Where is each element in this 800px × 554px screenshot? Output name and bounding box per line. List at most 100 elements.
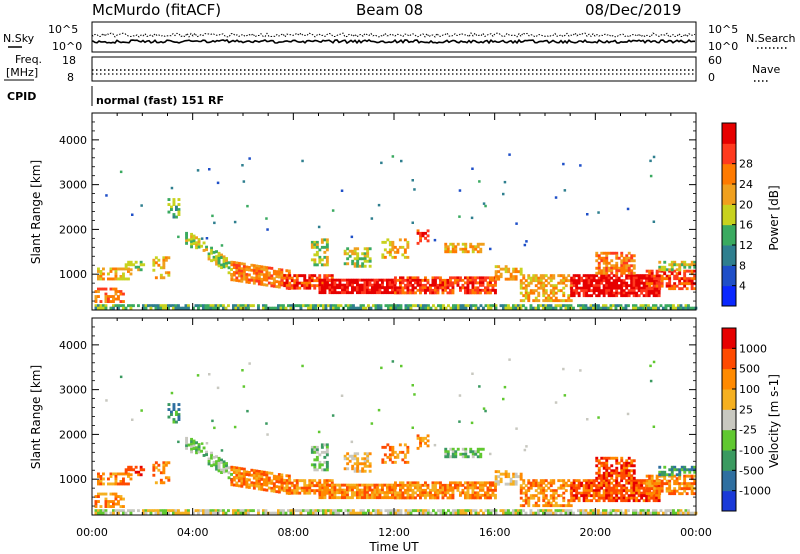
range-cell bbox=[564, 509, 568, 513]
range-cell bbox=[491, 488, 495, 492]
range-cell bbox=[446, 286, 450, 290]
range-cell bbox=[270, 266, 274, 270]
colorbar-swatch bbox=[722, 409, 736, 431]
range-cell bbox=[476, 450, 480, 454]
range-cell bbox=[519, 279, 523, 283]
range-cell bbox=[322, 306, 325, 310]
range-cell bbox=[356, 486, 359, 490]
range-cell bbox=[346, 252, 350, 256]
range-cell bbox=[685, 482, 689, 486]
range-cell bbox=[469, 242, 473, 246]
range-cell bbox=[534, 484, 538, 488]
range-cell bbox=[267, 274, 271, 277]
range-cell bbox=[245, 280, 249, 284]
range-cell bbox=[617, 489, 621, 493]
range-cell bbox=[504, 472, 508, 476]
range-cell bbox=[575, 289, 579, 293]
range-cell bbox=[328, 286, 332, 290]
colorbar-tick-label: 16 bbox=[739, 219, 753, 232]
range-cell bbox=[260, 277, 264, 281]
range-cell bbox=[449, 481, 452, 485]
colorbar-swatch bbox=[722, 123, 736, 144]
freq-panel-frame bbox=[91, 56, 697, 82]
range-cell bbox=[434, 511, 438, 515]
range-cell bbox=[557, 274, 561, 278]
range-cell bbox=[640, 289, 644, 293]
range-cell bbox=[552, 491, 556, 495]
range-cell bbox=[509, 477, 513, 481]
range-cell bbox=[459, 288, 462, 292]
range-cell bbox=[288, 284, 292, 288]
range-cell bbox=[260, 477, 264, 481]
range-cell bbox=[137, 473, 141, 477]
range-cell bbox=[341, 288, 344, 292]
range-cell bbox=[348, 281, 352, 285]
range-cell bbox=[529, 484, 533, 488]
range-cell bbox=[663, 477, 667, 481]
range-cell bbox=[177, 213, 181, 216]
range-cell bbox=[358, 278, 362, 282]
range-cell bbox=[318, 283, 322, 287]
range-cell bbox=[557, 509, 560, 513]
range-cell bbox=[570, 286, 574, 290]
range-cell bbox=[366, 496, 369, 500]
range-cell bbox=[426, 234, 430, 238]
range-cell bbox=[314, 304, 318, 308]
range-cell bbox=[446, 245, 450, 249]
range-cell bbox=[454, 511, 458, 515]
range-cell bbox=[668, 489, 672, 493]
range-cell bbox=[336, 488, 339, 492]
range-cell bbox=[197, 445, 201, 449]
range-cell bbox=[94, 300, 98, 303]
range-cell bbox=[622, 476, 626, 480]
x-tick-label: 08:00 bbox=[277, 526, 309, 539]
range-cell bbox=[255, 472, 259, 475]
range-cell bbox=[683, 484, 687, 488]
range-cell bbox=[605, 496, 609, 500]
range-cell bbox=[232, 266, 236, 269]
range-cell bbox=[401, 291, 405, 295]
range-cell bbox=[164, 256, 168, 260]
range-cell bbox=[429, 488, 432, 492]
range-cell bbox=[195, 451, 198, 455]
range-cell bbox=[625, 479, 629, 483]
range-cell bbox=[649, 379, 653, 383]
range-cell bbox=[352, 306, 355, 310]
range-cell bbox=[363, 464, 367, 468]
range-cell bbox=[222, 257, 226, 261]
range-cell bbox=[649, 174, 653, 178]
range-cell bbox=[356, 286, 359, 290]
range-cell bbox=[277, 285, 281, 289]
range-cell bbox=[663, 272, 667, 276]
range-cell bbox=[614, 509, 618, 513]
range-cell bbox=[554, 196, 558, 199]
range-cell bbox=[652, 220, 656, 223]
range-cell bbox=[265, 271, 269, 275]
range-cell bbox=[295, 484, 299, 488]
range-cell bbox=[424, 493, 427, 497]
range-cell bbox=[471, 286, 475, 290]
range-cell bbox=[318, 465, 322, 469]
range-cell bbox=[464, 481, 467, 485]
range-cell bbox=[580, 276, 584, 280]
range-cell bbox=[617, 461, 621, 465]
range-cell bbox=[341, 488, 344, 492]
range-cell bbox=[323, 488, 327, 492]
range-cell bbox=[404, 496, 407, 500]
range-cell bbox=[469, 304, 473, 308]
range-cell bbox=[457, 304, 460, 308]
range-cell bbox=[604, 511, 608, 515]
range-cell bbox=[476, 276, 480, 280]
range-cell bbox=[657, 294, 661, 298]
range-cell bbox=[534, 511, 538, 515]
range-cell bbox=[190, 235, 193, 239]
beam-title: Beam 08 bbox=[356, 1, 423, 19]
range-cell bbox=[597, 281, 601, 285]
range-cell bbox=[660, 479, 664, 483]
range-cell bbox=[436, 496, 440, 500]
range-cell bbox=[652, 509, 655, 513]
range-cell bbox=[210, 464, 213, 468]
range-cell bbox=[612, 251, 616, 255]
range-cell bbox=[403, 238, 407, 242]
